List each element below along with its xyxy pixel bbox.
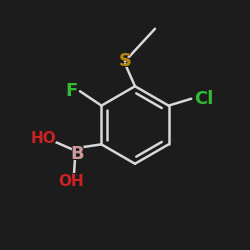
Text: HO: HO bbox=[31, 131, 56, 146]
Text: Cl: Cl bbox=[194, 90, 213, 108]
Text: OH: OH bbox=[56, 172, 86, 190]
Text: B: B bbox=[71, 145, 84, 163]
Text: OH: OH bbox=[58, 174, 84, 189]
Text: F: F bbox=[64, 81, 78, 101]
Text: Cl: Cl bbox=[194, 89, 216, 109]
Text: B: B bbox=[70, 144, 86, 164]
Text: S: S bbox=[118, 51, 132, 71]
Text: HO: HO bbox=[28, 130, 59, 148]
Text: S: S bbox=[118, 52, 132, 70]
Text: F: F bbox=[65, 82, 78, 100]
